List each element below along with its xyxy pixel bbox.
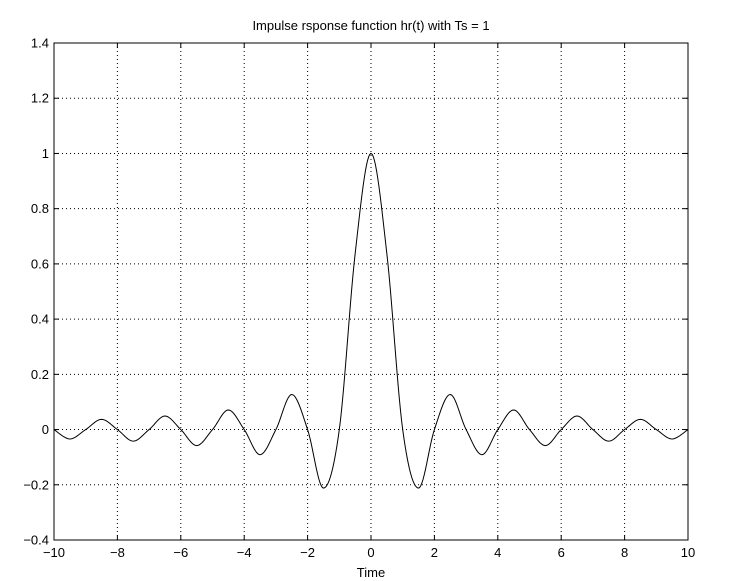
tick-marks	[53, 42, 689, 541]
y-tick-label: −0.2	[23, 477, 49, 492]
y-tick-label: 0.2	[31, 367, 49, 382]
x-axis-label: Time	[357, 565, 385, 580]
x-tick-label: −2	[300, 545, 315, 560]
y-tick-label: 1	[42, 146, 49, 161]
y-tick-label: 0.8	[31, 201, 49, 216]
y-tick-label: −0.4	[23, 533, 49, 548]
y-tick-label: 0	[42, 422, 49, 437]
grid-lines	[54, 43, 688, 540]
impulse-response-line	[53, 152, 689, 489]
x-tick-label: 2	[431, 545, 438, 560]
y-tick-label: 0.6	[31, 256, 49, 271]
x-tick-label: 4	[494, 545, 501, 560]
chart-title: Impulse rsponse function hr(t) with Ts =…	[252, 18, 489, 33]
y-tick-label: 0.4	[31, 312, 49, 327]
x-tick-labels: −10 −8 −6 −4 −2 0 2 4 6 8 10	[43, 545, 695, 560]
y-tick-labels: −0.4 −0.2 0 0.2 0.4 0.6 0.8 1 1.2 1.4	[23, 36, 49, 548]
y-tick-label: 1.4	[31, 36, 49, 51]
x-tick-label: 6	[558, 545, 565, 560]
y-tick-label: 1.2	[31, 91, 49, 106]
x-tick-label: −4	[237, 545, 252, 560]
x-tick-label: −6	[173, 545, 188, 560]
x-tick-label: 0	[367, 545, 374, 560]
x-tick-label: −10	[43, 545, 65, 560]
x-tick-label: −8	[110, 545, 125, 560]
x-tick-label: 10	[681, 545, 695, 560]
series-layer	[53, 152, 689, 489]
x-tick-label: 8	[621, 545, 628, 560]
